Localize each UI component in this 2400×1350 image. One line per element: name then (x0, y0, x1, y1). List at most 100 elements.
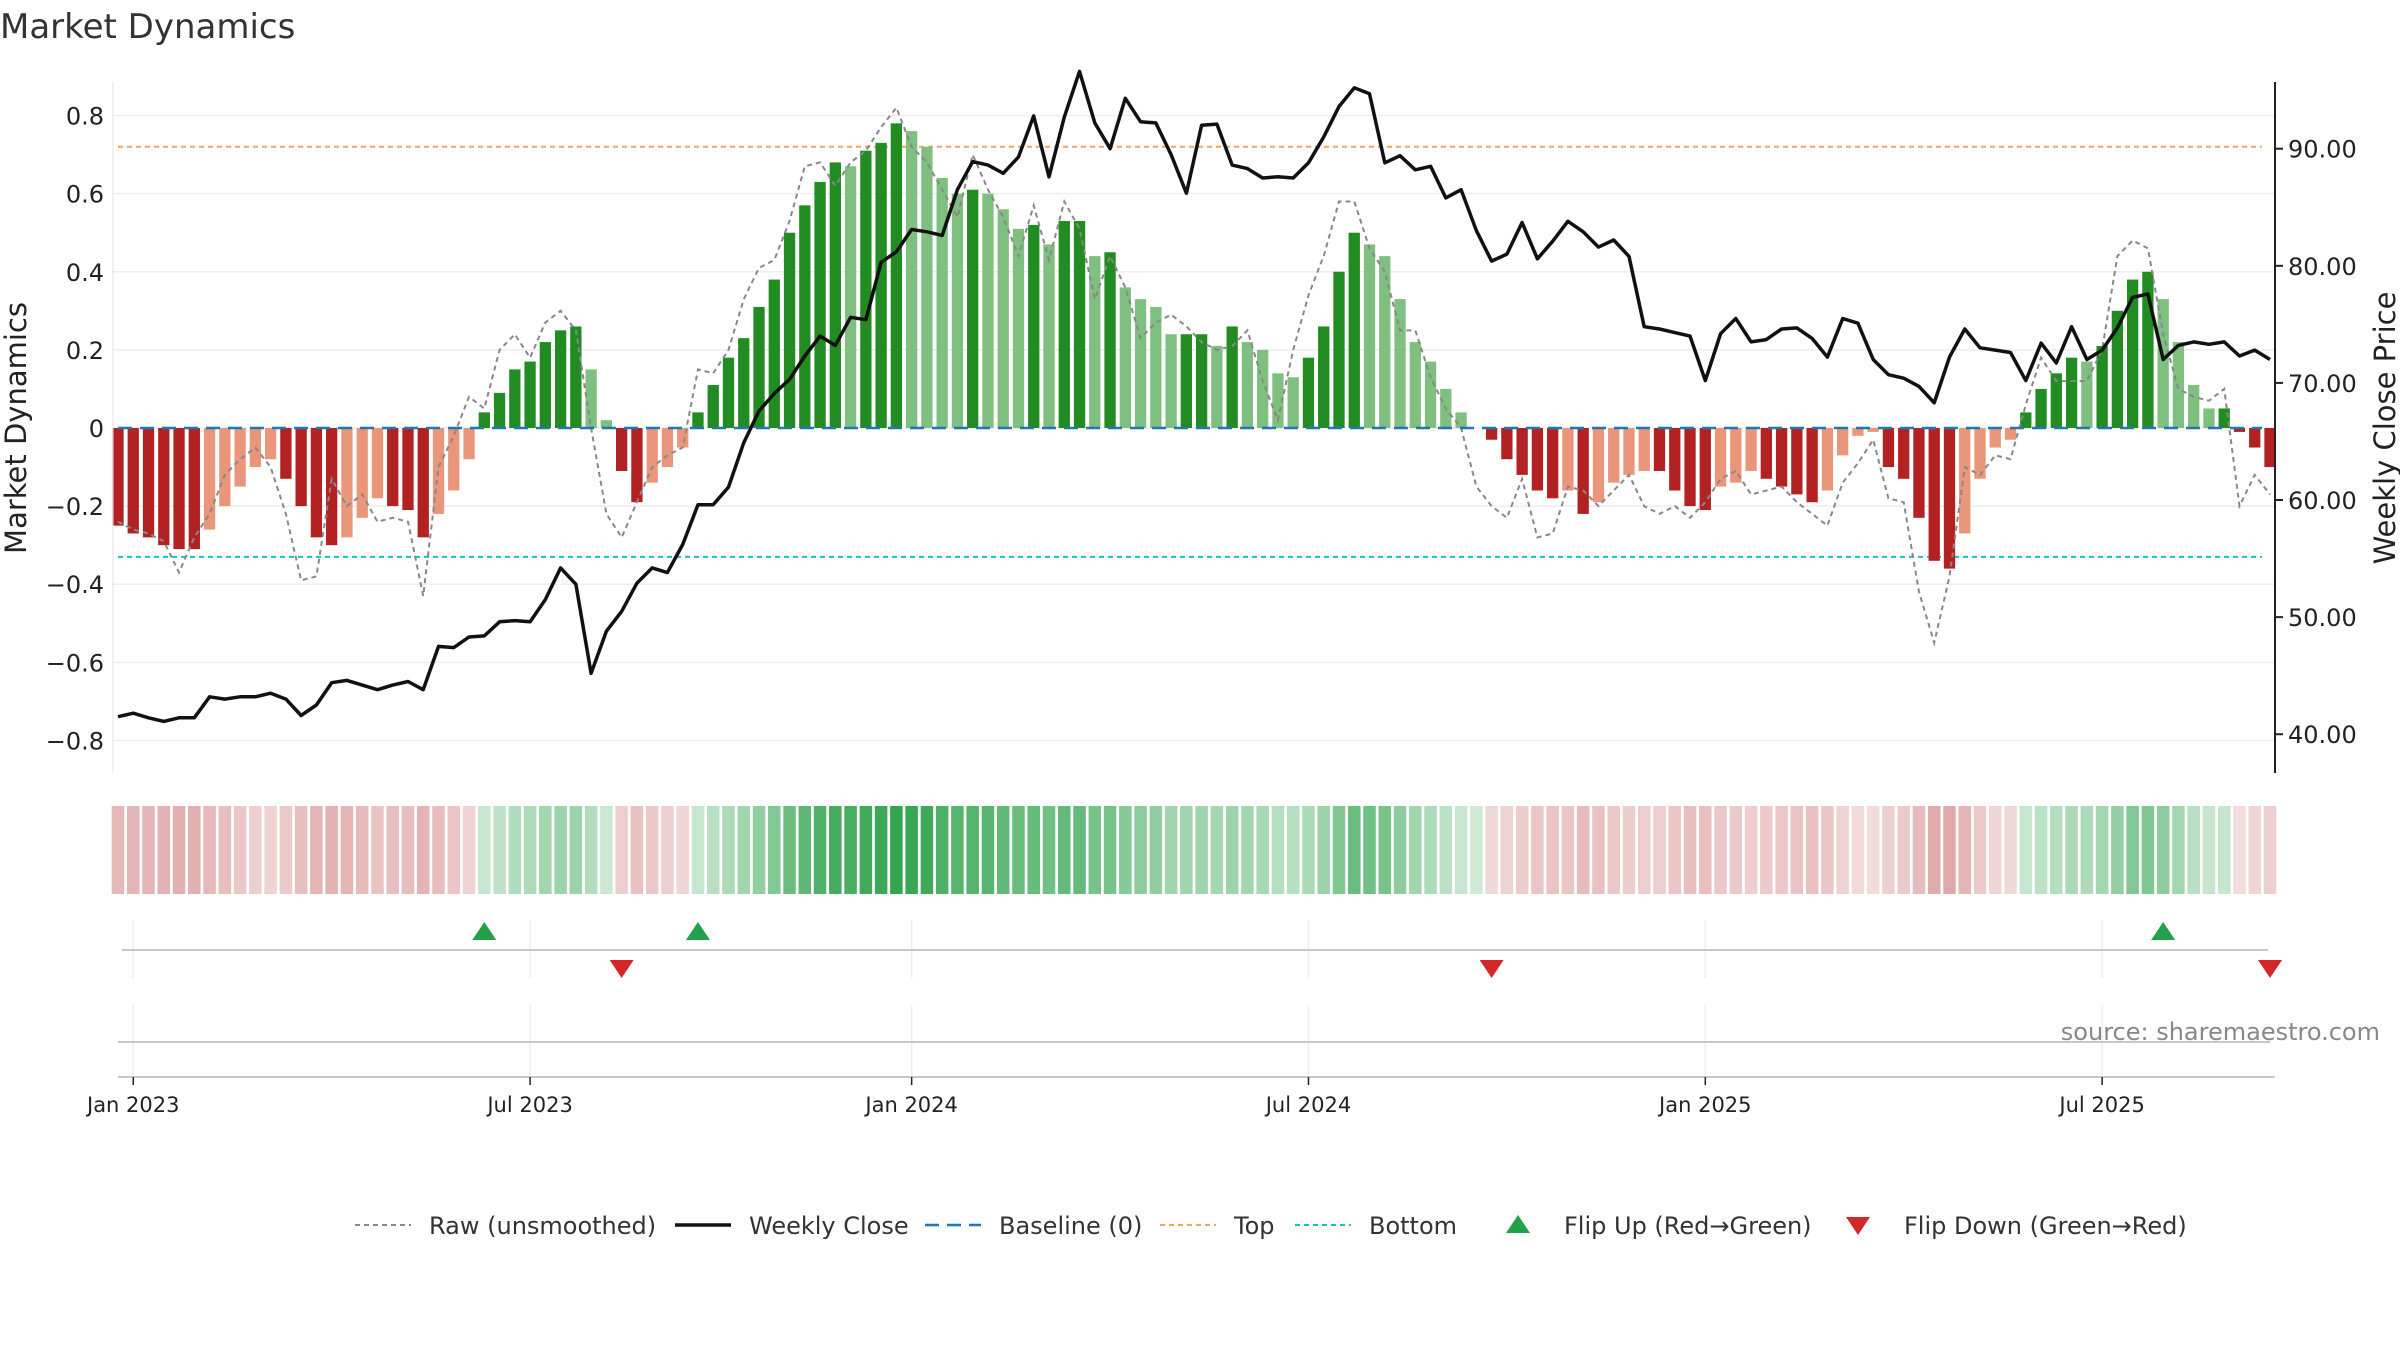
x-tick-label: Jan 2025 (1657, 1093, 1752, 1117)
legend-swatch (1506, 1215, 1530, 1233)
dynamics-bar (371, 428, 384, 499)
heat-cell (1119, 806, 1132, 894)
heat-cell (859, 806, 873, 894)
heat-cell (554, 806, 567, 894)
dynamics-bar (738, 338, 750, 428)
dynamics-bar (1745, 428, 1757, 471)
heat-cell (966, 806, 979, 894)
dynamics-bar (280, 428, 292, 479)
y2-axis-label: Weekly Close Price (2368, 292, 2400, 565)
heat-cell (264, 806, 277, 894)
dynamics-bar (1165, 334, 1177, 428)
heat-cell (798, 806, 812, 894)
dynamics-bar (1898, 428, 1910, 479)
heat-cell (996, 806, 1010, 894)
heat-cell (1927, 806, 1941, 894)
x-tick-label: Jan 2023 (85, 1093, 180, 1117)
dynamics-bar (387, 428, 399, 507)
heat-cell (920, 806, 934, 894)
heat-cell (1958, 806, 1972, 894)
dynamics-bar (844, 166, 857, 428)
dynamics-bar (1577, 428, 1589, 514)
heat-cell (1134, 806, 1147, 894)
heat-cell (829, 806, 842, 894)
y-tick-label: 0.6 (66, 181, 104, 209)
dynamics-bar (585, 369, 597, 428)
dynamics-bar (1760, 428, 1772, 479)
dynamics-bar (1653, 428, 1666, 471)
dynamics-bar (631, 428, 643, 503)
legend-label: Flip Up (Red→Green) (1564, 1212, 1812, 1240)
heat-cell (462, 806, 476, 894)
dynamics-bar (326, 428, 338, 546)
dynamics-bar (402, 428, 414, 511)
dynamics-bar (2050, 373, 2062, 428)
dynamics-bar (1134, 299, 1147, 428)
heat-cell (1103, 806, 1117, 894)
dynamics-bar (1806, 428, 1818, 503)
dynamics-bar (203, 428, 216, 530)
dynamics-bar (1837, 428, 1849, 456)
dynamics-bar (1928, 428, 1940, 561)
flip-up-marker (685, 922, 710, 940)
heat-cell (325, 806, 338, 894)
heat-cell (1561, 806, 1575, 894)
legend-label: Top (1233, 1212, 1275, 1240)
heat-cell (1714, 806, 1727, 894)
heat-cell (2156, 806, 2170, 894)
heat-cell (478, 806, 491, 894)
dynamics-bar (1119, 287, 1131, 428)
heat-cell (1164, 806, 1178, 894)
dynamics-bar (341, 428, 353, 538)
heat-cell (2141, 806, 2155, 894)
dynamics-bar (1012, 228, 1025, 428)
dynamics-bar (2172, 342, 2185, 428)
dynamics-bar (1211, 345, 1223, 428)
heat-cell (1653, 806, 1666, 894)
heat-cell (172, 806, 186, 894)
heat-cell (706, 806, 720, 894)
heat-cell (691, 806, 705, 894)
heat-cell (1897, 806, 1910, 894)
heat-cell (2019, 806, 2033, 894)
heat-cell (569, 806, 583, 894)
heat-cell (1546, 806, 1559, 894)
heat-cell (1210, 806, 1224, 894)
dynamics-bar (1516, 428, 1528, 475)
dynamics-bar (2065, 357, 2078, 428)
dynamics-bar (1394, 299, 1406, 428)
dynamics-bar (2020, 412, 2032, 428)
dynamics-bar (493, 392, 506, 428)
dynamics-bar (1180, 334, 1193, 428)
heat-cell (188, 806, 201, 894)
heat-cell (1760, 806, 1773, 894)
heat-cell (1592, 806, 1605, 894)
dynamics-bar (1714, 428, 1727, 487)
dynamics-bar (1150, 306, 1162, 428)
dynamics-bar (1348, 232, 1360, 428)
y-axis-label: Market Dynamics (0, 302, 33, 554)
dynamics-bar (2035, 388, 2047, 428)
heat-cell (2095, 806, 2109, 894)
heat-cell (1729, 806, 1743, 894)
heat-cell (1424, 806, 1437, 894)
heat-cell (1302, 806, 1315, 894)
dynamics-bar (1272, 373, 1284, 428)
heat-cell (249, 806, 262, 894)
heat-cell (1027, 806, 1041, 894)
dynamics-bar (2081, 361, 2093, 428)
heat-cell (2065, 806, 2078, 894)
y2-tick-label: 40.00 (2288, 721, 2357, 749)
dynamics-bar (1638, 428, 1650, 471)
heat-cell (1439, 806, 1453, 894)
dynamics-bar (1485, 428, 1498, 440)
heat-cell (615, 806, 628, 894)
dynamics-bar (1913, 428, 1925, 518)
heat-cell (1256, 806, 1269, 894)
legend-label: Weekly Close (749, 1212, 909, 1240)
dynamics-bar (1562, 428, 1574, 491)
dynamics-bar (768, 279, 780, 428)
heat-cell (2263, 806, 2277, 894)
dynamics-bar (1195, 334, 1208, 428)
dynamics-bar (417, 428, 429, 538)
